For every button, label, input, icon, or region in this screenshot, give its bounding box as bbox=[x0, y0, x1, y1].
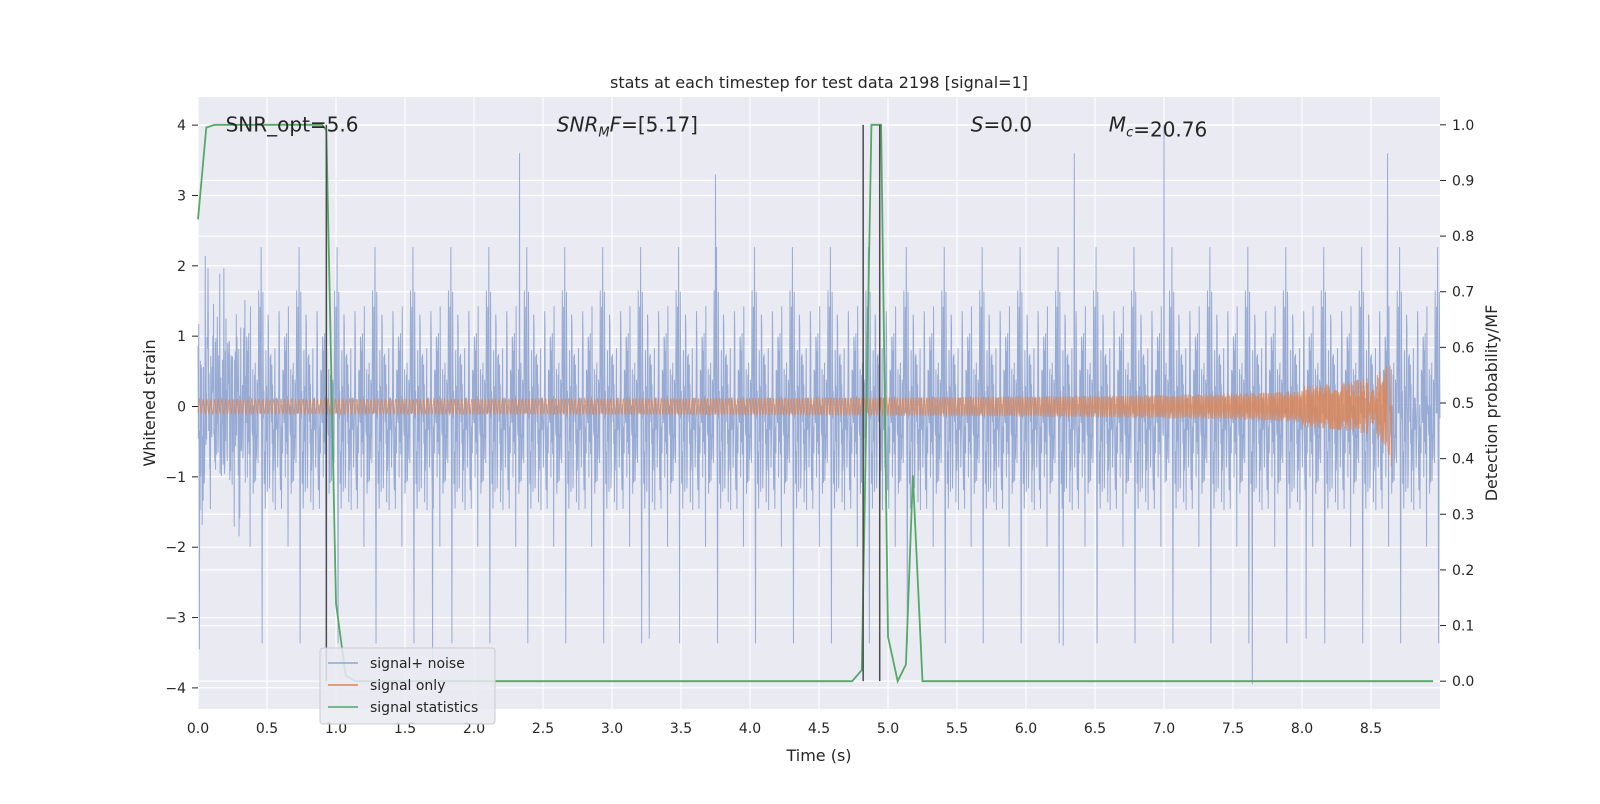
y-right-tick-label: 0.0 bbox=[1452, 674, 1474, 690]
annotations: SNR_opt=5.6 SNRMF=[5.17] S=0.0 Mc=20.76 bbox=[226, 113, 1208, 142]
x-tick-label: 7.5 bbox=[1222, 721, 1244, 737]
y-axis-left-label: Whitened strain bbox=[140, 339, 159, 466]
x-tick-label: 0.5 bbox=[256, 721, 278, 737]
annotation-snr_opt: SNR_opt=5.6 bbox=[226, 113, 359, 137]
y-right-tick-label: 0.8 bbox=[1452, 229, 1474, 245]
y-right-tick-label: 0.1 bbox=[1452, 619, 1474, 635]
x-tick-label: 5.0 bbox=[877, 721, 899, 737]
x-tick-label: 4.0 bbox=[739, 721, 761, 737]
y-right-tick-label: 0.6 bbox=[1452, 340, 1474, 356]
y-left-tick-label: −3 bbox=[165, 611, 186, 627]
x-tick-label: 0.0 bbox=[187, 721, 209, 737]
x-tick-label: 2.5 bbox=[532, 721, 554, 737]
y-left-tick-label: 4 bbox=[177, 118, 186, 134]
x-tick-label: 6.0 bbox=[1015, 721, 1037, 737]
legend-label-signal-noise: signal+ noise bbox=[370, 656, 465, 672]
annotation-snr_mf: SNRMF=[5.17] bbox=[557, 113, 698, 141]
y-right-tick-label: 0.2 bbox=[1452, 563, 1474, 579]
y-axis-right-label: Detection probability/MF bbox=[1482, 305, 1501, 502]
legend-box bbox=[319, 647, 496, 725]
y-right-tick-label: 0.7 bbox=[1452, 285, 1474, 301]
tick-labels: 0.0 0.5 1.0 1.5 2.0 2.5 3.0 3.5 4.0 4.5 5.0 5.5 6.0 6… bbox=[165, 118, 1474, 737]
y-right-tick-label: 0.9 bbox=[1452, 173, 1474, 189]
y-left-tick-label: 0 bbox=[177, 400, 186, 416]
y-left-tick-label: −2 bbox=[165, 540, 186, 556]
y-left-tick-label: −1 bbox=[165, 470, 186, 486]
x-axis-label: Time (s) bbox=[785, 746, 851, 765]
x-tick-label: 8.5 bbox=[1360, 721, 1382, 737]
y-left-tick-label: 1 bbox=[177, 329, 186, 345]
x-tick-label: 7.0 bbox=[1153, 721, 1175, 737]
series-line-signal-only bbox=[197, 365, 1393, 467]
y-left-tick-label: 2 bbox=[177, 259, 186, 275]
annotation-mc: Mc=20.76 bbox=[1109, 113, 1207, 142]
y-left-tick-label: −4 bbox=[165, 681, 186, 697]
legend-label-signal-only: signal only bbox=[370, 678, 445, 694]
x-tick-label: 3.5 bbox=[670, 721, 692, 737]
x-tick-label: 8.0 bbox=[1291, 721, 1313, 737]
y-right-tick-label: 1.0 bbox=[1452, 118, 1474, 134]
x-tick-label: 3.0 bbox=[601, 721, 623, 737]
x-tick-label: 2.0 bbox=[463, 721, 485, 737]
y-left-tick-label: 3 bbox=[177, 188, 186, 204]
series-line-signal-statistics bbox=[197, 123, 1434, 684]
x-tick-label: 1.0 bbox=[325, 721, 347, 737]
y-right-tick-label: 0.5 bbox=[1452, 396, 1474, 412]
x-tick-label: 6.5 bbox=[1084, 721, 1106, 737]
annotation-s: S=0.0 bbox=[971, 113, 1032, 137]
y-right-tick-label: 0.4 bbox=[1452, 452, 1474, 468]
chart-title: stats at each timestep for test data 219… bbox=[610, 73, 1028, 92]
legend-label-signal-statistics: signal statistics bbox=[370, 700, 478, 716]
series-layer bbox=[197, 123, 1441, 685]
x-tick-label: 5.5 bbox=[946, 721, 968, 737]
vertical-markers bbox=[325, 124, 881, 682]
series-line-signal-noise bbox=[197, 125, 1441, 685]
x-tick-label: 4.5 bbox=[808, 721, 830, 737]
legend: signal+ noise signal only signal statist… bbox=[319, 647, 496, 725]
x-tick-label: 1.5 bbox=[394, 721, 416, 737]
y-right-tick-label: 0.3 bbox=[1452, 507, 1474, 523]
